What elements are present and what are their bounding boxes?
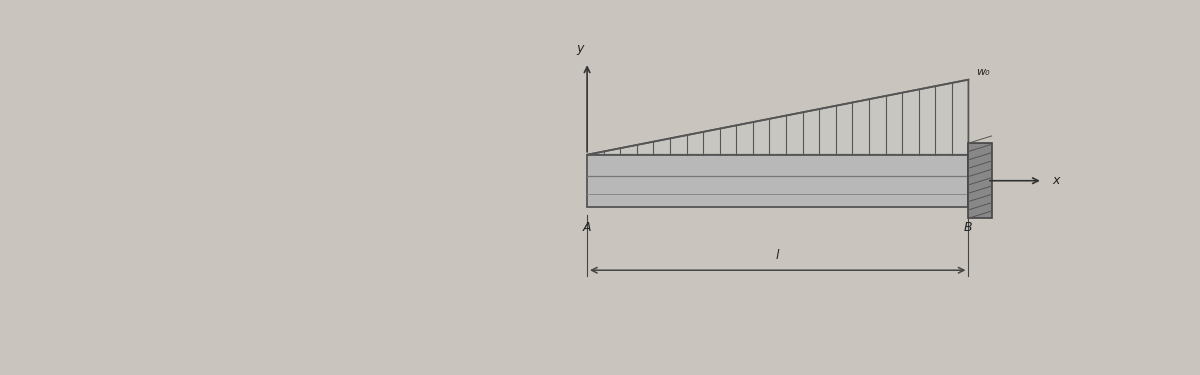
Polygon shape xyxy=(587,80,968,155)
Text: l: l xyxy=(776,249,780,262)
Text: x: x xyxy=(1052,174,1060,187)
Bar xyxy=(587,155,968,207)
Text: A: A xyxy=(583,221,592,234)
Text: w₀: w₀ xyxy=(976,67,990,77)
Bar xyxy=(968,143,991,218)
Text: B: B xyxy=(964,221,973,234)
Text: y: y xyxy=(576,42,583,55)
